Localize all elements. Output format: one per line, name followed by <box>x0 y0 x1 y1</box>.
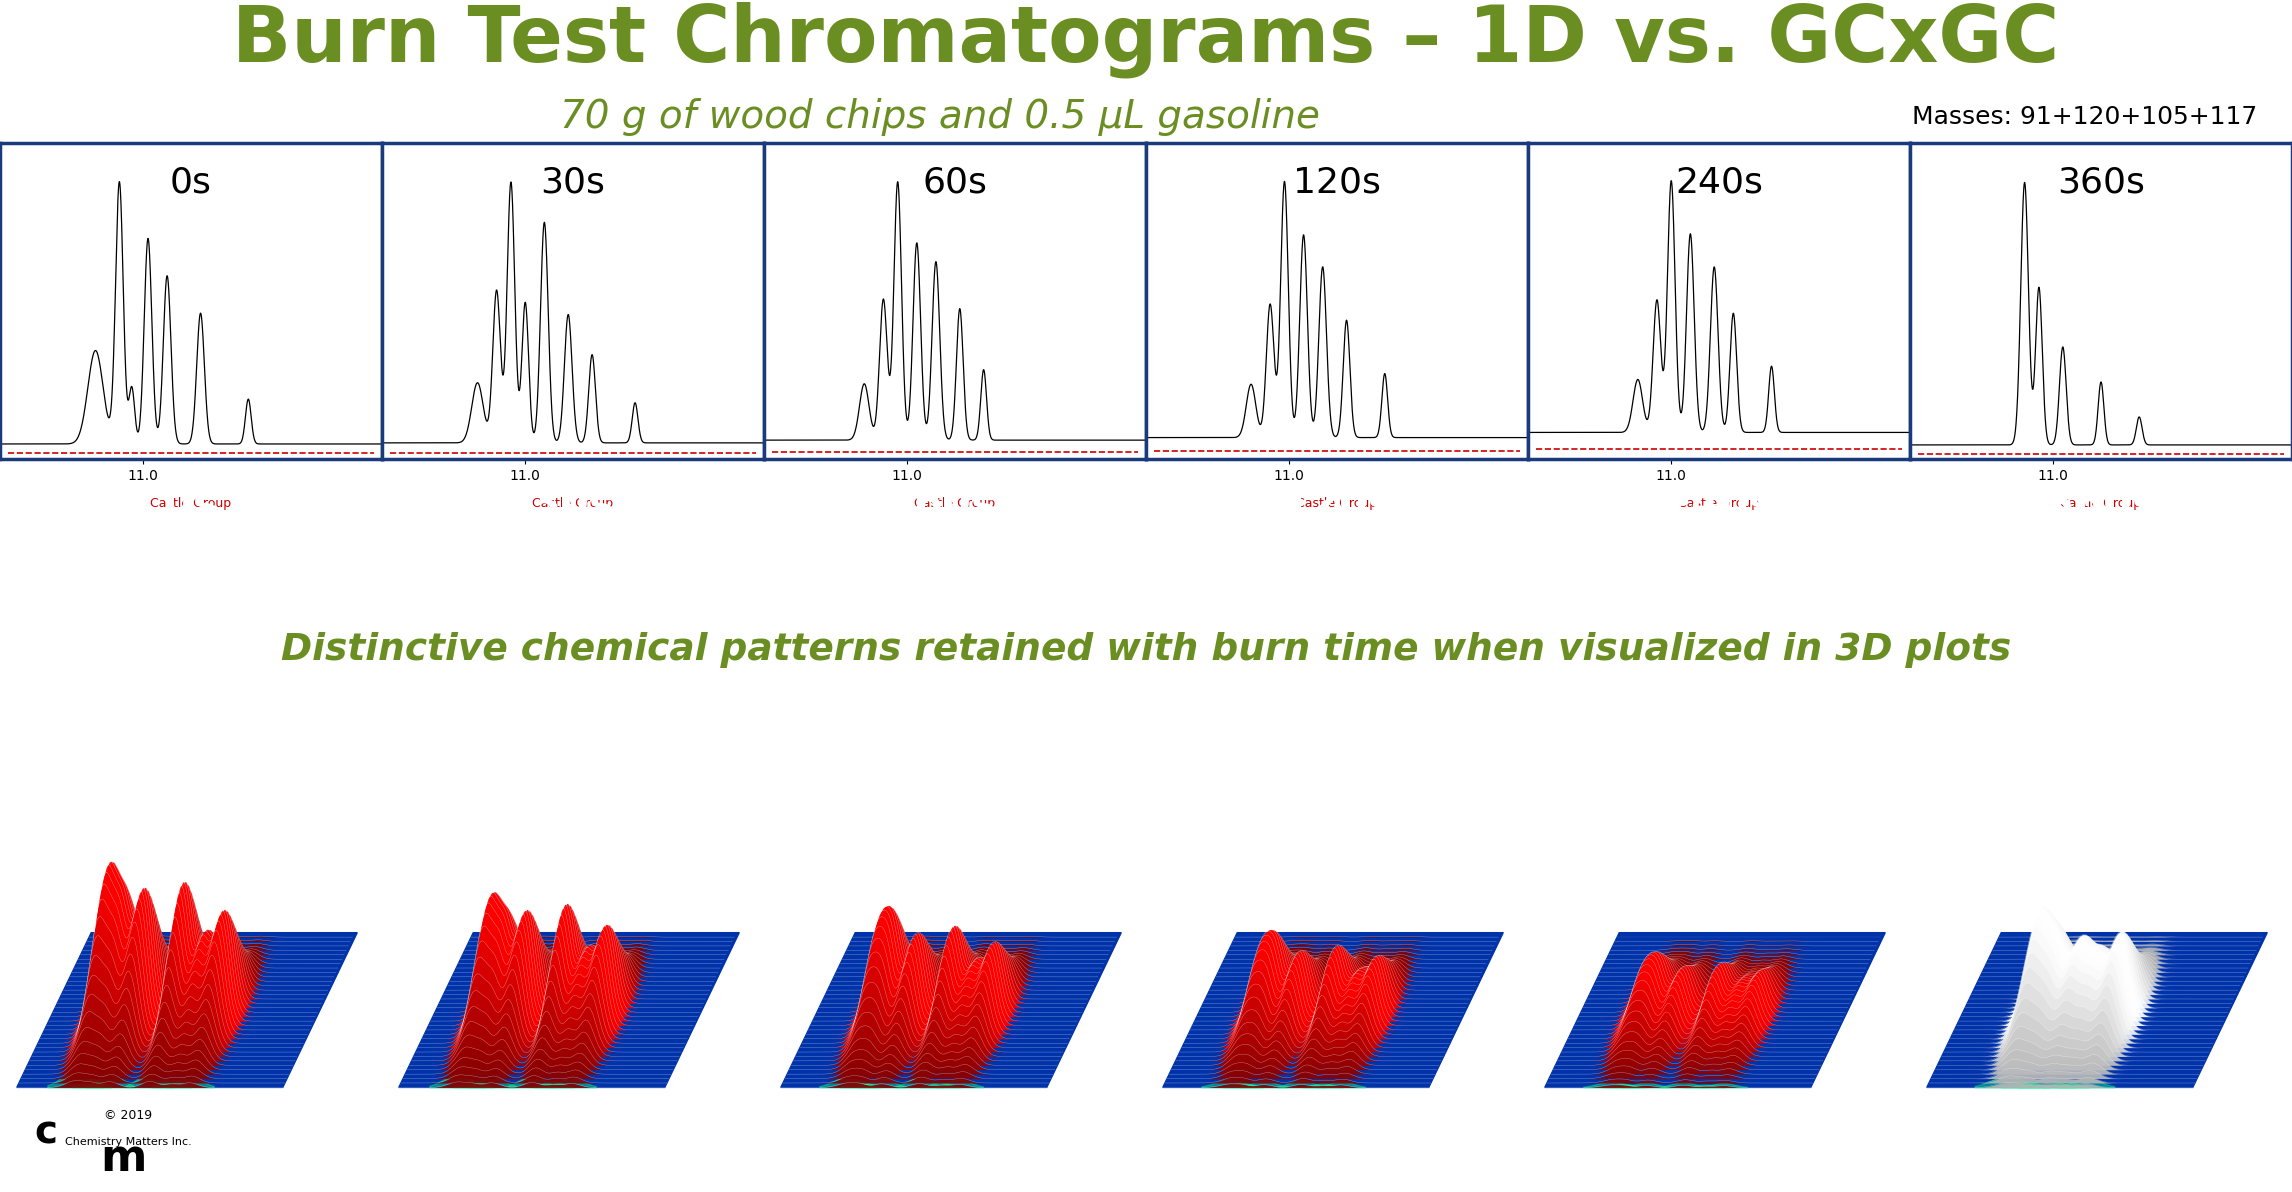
Text: Castle Group: Castle Group <box>2061 497 2141 510</box>
Text: Masses: 91+120+105+117: Masses: 91+120+105+117 <box>1950 542 2258 561</box>
Text: 2282: 2282 <box>2287 1076 2292 1087</box>
Text: 2332: 2332 <box>445 1101 470 1112</box>
Text: 2332: 2332 <box>1973 1101 1999 1112</box>
Text: 0s: 0s <box>165 484 218 527</box>
Text: 360s: 360s <box>2056 166 2145 199</box>
Text: 2332: 2332 <box>827 1101 853 1112</box>
Text: 2282: 2282 <box>1524 1076 1549 1087</box>
Text: 360s: 360s <box>2044 484 2157 527</box>
Polygon shape <box>782 932 1121 1087</box>
Text: 2382: 2382 <box>179 1101 204 1112</box>
Text: 1.36: 1.36 <box>1520 1062 1538 1072</box>
Text: 1.56: 1.56 <box>1520 923 1538 932</box>
Text: 1.56: 1.56 <box>374 923 392 932</box>
Text: 1.46: 1.46 <box>1520 997 1538 1005</box>
Text: Multidimensional Chromatography Conference: Multidimensional Chromatography Conferen… <box>1096 1128 1884 1161</box>
Text: Castle Group: Castle Group <box>1297 497 1377 510</box>
Text: 120s: 120s <box>1281 484 1394 527</box>
Text: 1.46: 1.46 <box>756 997 775 1005</box>
Text: 1.56: 1.56 <box>1902 923 1921 932</box>
Text: th: th <box>1084 1113 1105 1134</box>
Text: 2382: 2382 <box>942 1101 967 1112</box>
Text: 1.46: 1.46 <box>2285 997 2292 1005</box>
Text: © 2019: © 2019 <box>103 1110 151 1122</box>
Polygon shape <box>1162 932 1504 1087</box>
Text: 2432: 2432 <box>1822 1101 1847 1112</box>
Text: 1.36: 1.36 <box>756 1062 775 1072</box>
Text: 2432: 2432 <box>1057 1101 1082 1112</box>
Polygon shape <box>399 932 740 1087</box>
Text: Burn Test Chromatograms – 1D vs. GCxGC: Burn Test Chromatograms – 1D vs. GCxGC <box>231 2 2061 79</box>
Text: 1.36: 1.36 <box>2285 1062 2292 1072</box>
Text: 30s: 30s <box>532 484 614 527</box>
Text: 1.56: 1.56 <box>1139 923 1157 932</box>
Text: 2432: 2432 <box>1439 1101 1465 1112</box>
Text: 1.46: 1.46 <box>1902 997 1921 1005</box>
Text: Castle Group: Castle Group <box>151 497 231 510</box>
Text: c: c <box>34 1113 57 1151</box>
Text: Masses: 91+120+105+117: Masses: 91+120+105+117 <box>1912 105 2258 129</box>
Polygon shape <box>16 932 358 1087</box>
Text: 1.36: 1.36 <box>1902 1062 1921 1072</box>
Text: 30s: 30s <box>541 166 605 199</box>
Text: 1.46: 1.46 <box>1139 997 1157 1005</box>
Text: 240s: 240s <box>1664 484 1774 527</box>
Polygon shape <box>1928 932 2267 1087</box>
Text: 0s: 0s <box>170 166 211 199</box>
Text: 2382: 2382 <box>1325 1101 1350 1112</box>
Text: 60s: 60s <box>915 484 997 527</box>
Text: 2332: 2332 <box>1210 1101 1235 1112</box>
Text: 2432: 2432 <box>293 1101 319 1112</box>
Text: 2382: 2382 <box>562 1101 584 1112</box>
Polygon shape <box>1545 932 1886 1087</box>
Text: 2332: 2332 <box>64 1101 89 1112</box>
Text: Castle Group: Castle Group <box>532 497 614 510</box>
Text: Chemistry Matters Inc.: Chemistry Matters Inc. <box>64 1137 190 1148</box>
Text: 1.36: 1.36 <box>374 1062 392 1072</box>
Text: 10: 10 <box>1034 1128 1077 1161</box>
Text: 120s: 120s <box>1293 166 1382 199</box>
Text: 70 g of wood chips and 0.5 μL gasoline: 70 g of wood chips and 0.5 μL gasoline <box>559 98 1320 136</box>
Text: 2382: 2382 <box>1708 1101 1730 1112</box>
Text: 1.36: 1.36 <box>1139 1062 1157 1072</box>
Text: 2282: 2282 <box>1141 1076 1167 1087</box>
Text: 2332: 2332 <box>1591 1101 1616 1112</box>
Text: 2282: 2282 <box>759 1076 784 1087</box>
Text: 240s: 240s <box>1675 166 1763 199</box>
Text: 2432: 2432 <box>2203 1101 2228 1112</box>
Text: 2432: 2432 <box>676 1101 701 1112</box>
Text: 1.46: 1.46 <box>374 997 392 1005</box>
Text: 1.56: 1.56 <box>756 923 775 932</box>
Text: 2282: 2282 <box>378 1076 403 1087</box>
Text: Castle Group: Castle Group <box>915 497 995 510</box>
Text: 60s: 60s <box>924 166 988 199</box>
Text: m: m <box>101 1137 147 1180</box>
Text: 21: 21 <box>2214 1128 2255 1161</box>
Text: 2282: 2282 <box>1905 1076 1930 1087</box>
Text: 2382: 2382 <box>2088 1101 2113 1112</box>
Text: 1.56: 1.56 <box>2285 923 2292 932</box>
Text: Castle Group: Castle Group <box>1678 497 1760 510</box>
Text: Distinctive chemical patterns retained with burn time when visualized in 3D plot: Distinctive chemical patterns retained w… <box>282 632 2010 669</box>
